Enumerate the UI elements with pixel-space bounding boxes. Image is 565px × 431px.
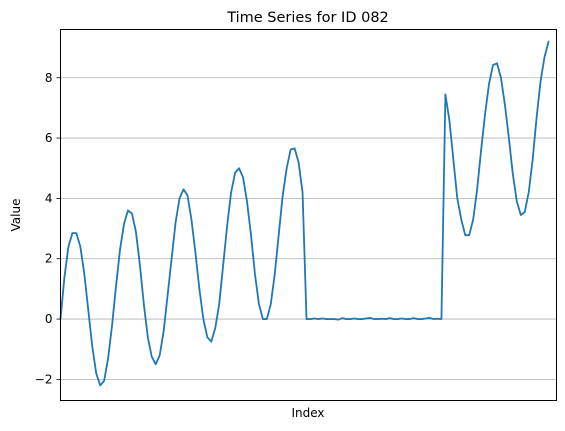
y-axis-label: Value	[9, 199, 23, 232]
y-tick-label: 0	[45, 312, 53, 326]
grid-lines	[60, 77, 557, 380]
plot-frame	[60, 29, 557, 401]
y-tick-label: 4	[45, 191, 53, 205]
y-tick-label: −2	[35, 372, 53, 386]
y-tick-label: 6	[45, 131, 53, 145]
series-line	[59, 40, 550, 387]
chart-title: Time Series for ID 082	[226, 10, 389, 26]
y-tick-label: 8	[45, 71, 53, 85]
x-axis-label: Index	[291, 406, 324, 420]
y-axis: −2 0 2 4 6 8	[35, 71, 61, 386]
y-tick-label: 2	[45, 252, 53, 266]
